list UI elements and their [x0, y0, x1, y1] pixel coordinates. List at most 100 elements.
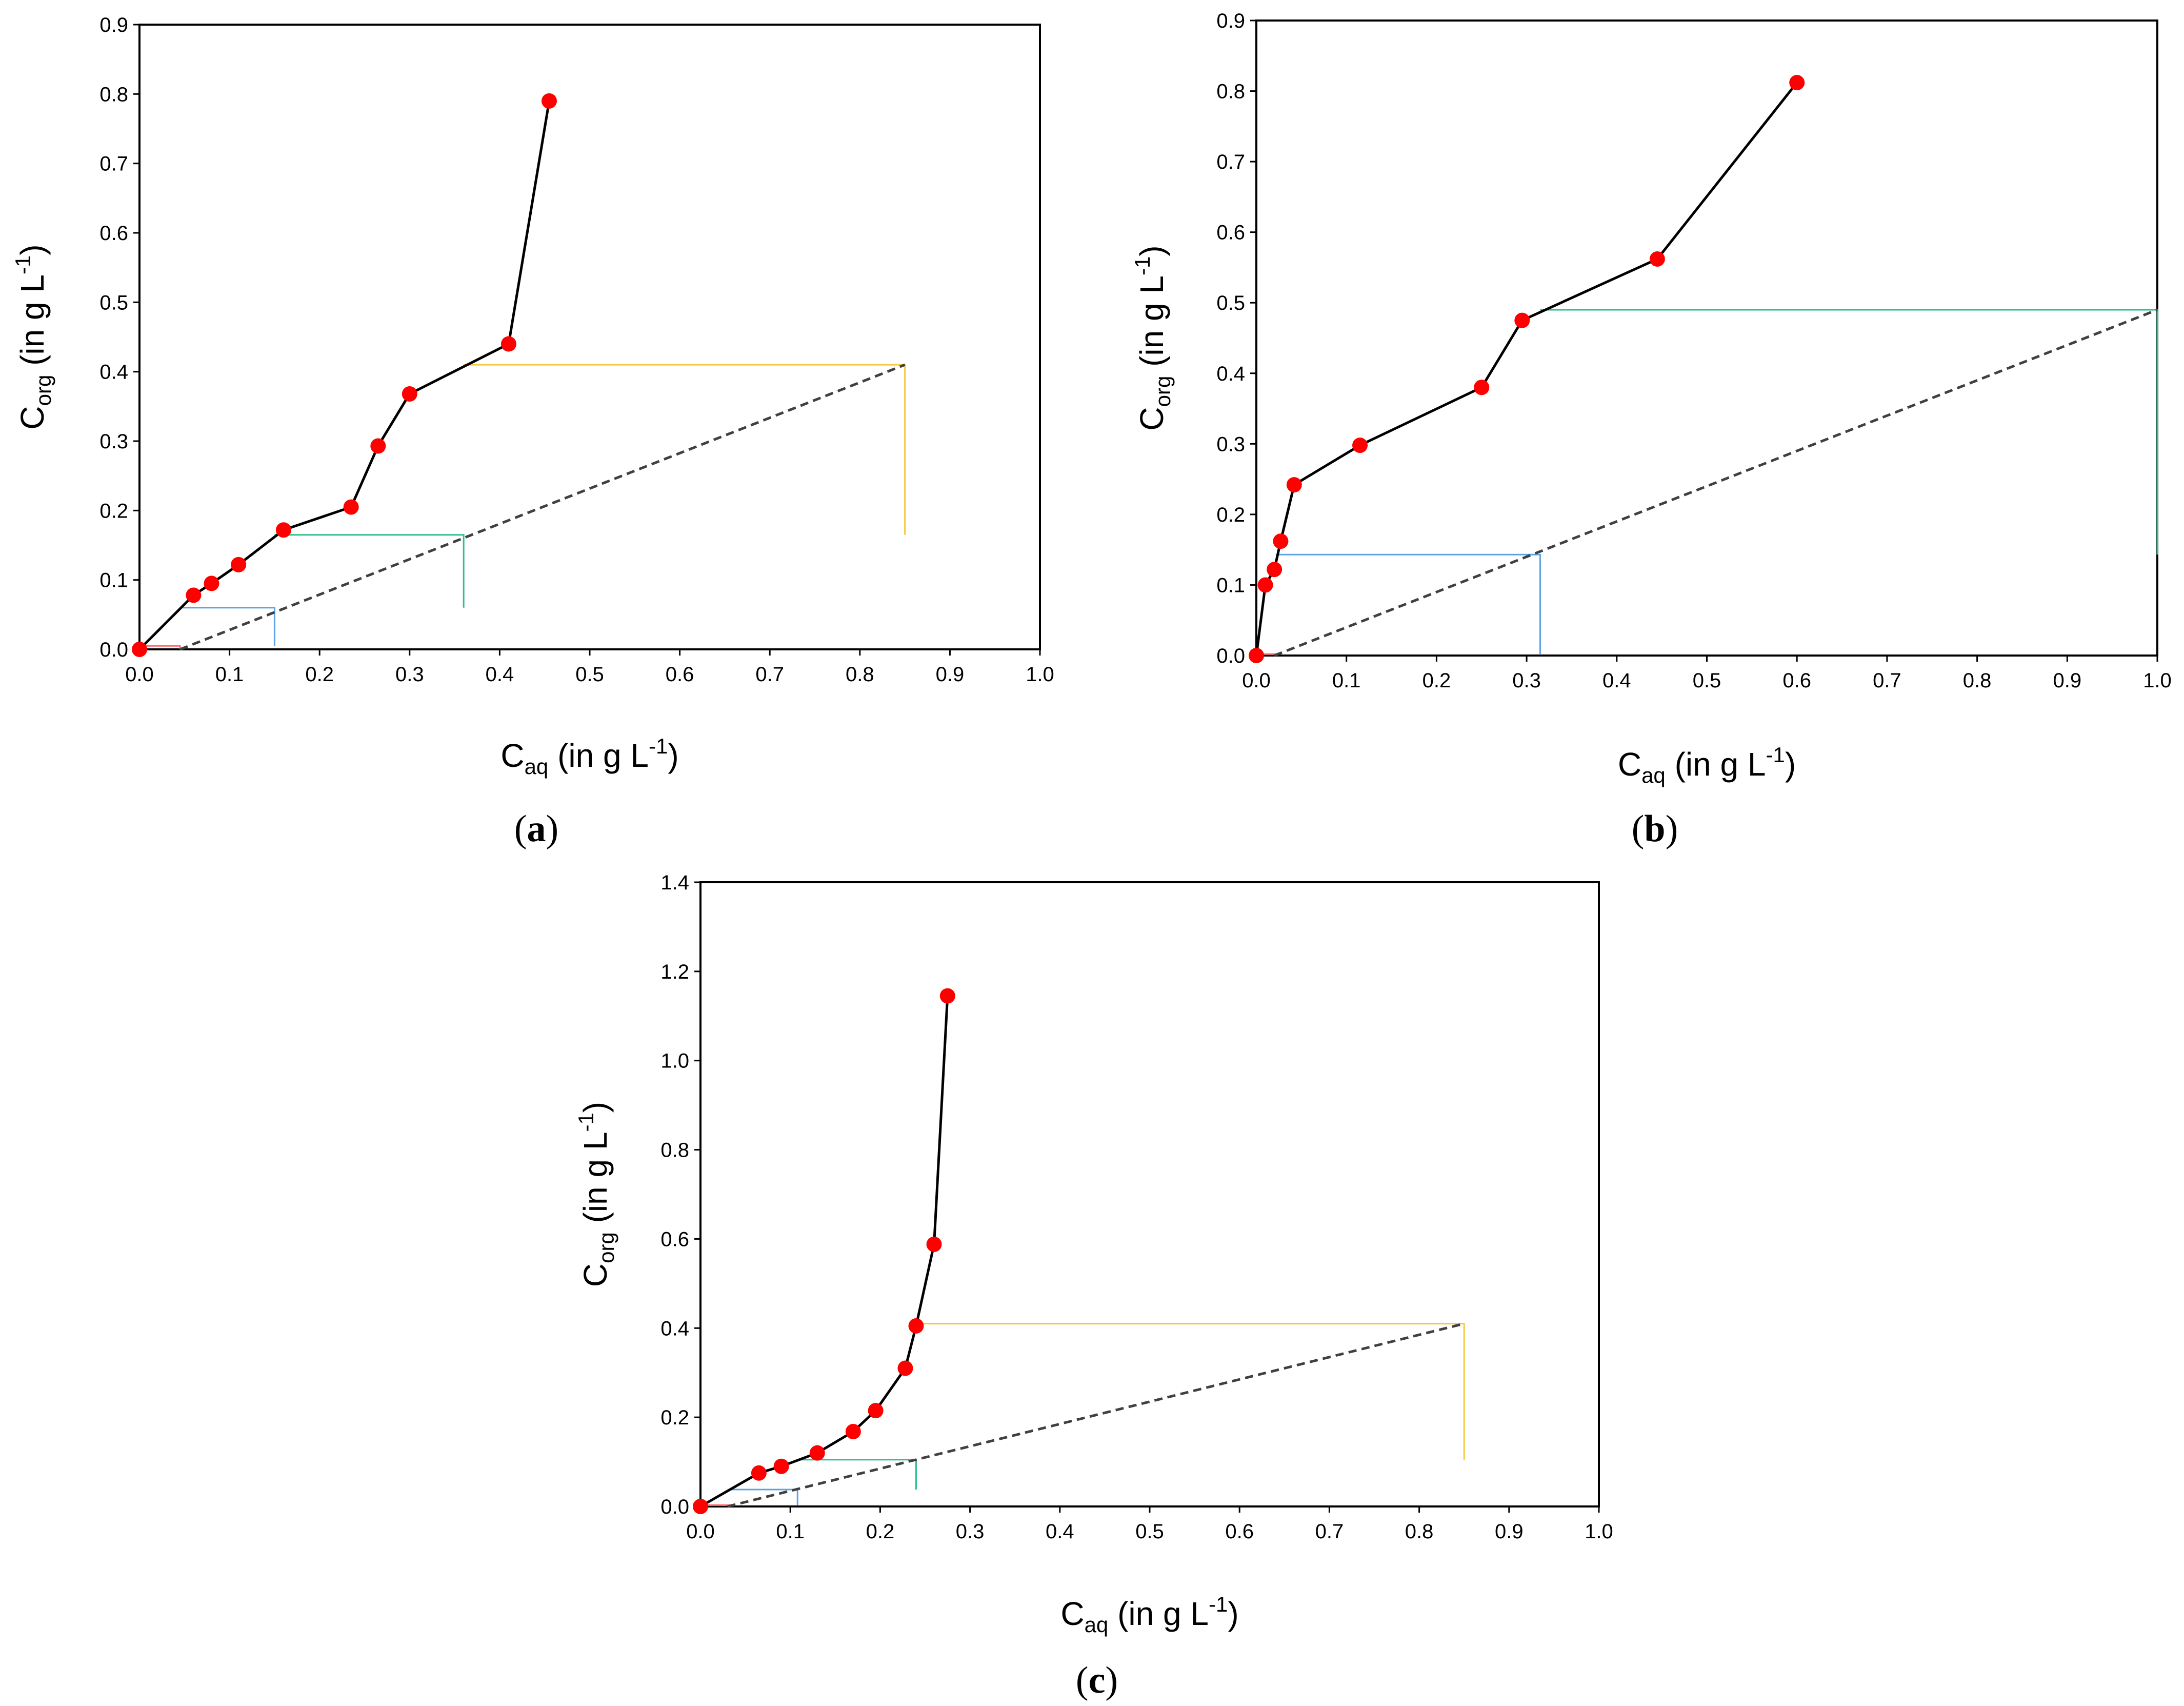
- data-point: [541, 93, 557, 109]
- x-tick-label: 0.6: [1782, 669, 1811, 692]
- x-tick-label: 0.9: [936, 663, 965, 686]
- plot-frame: [1255, 19, 2158, 657]
- y-tick-label: 0.2: [99, 500, 128, 522]
- operating-line: [179, 363, 906, 651]
- y-tick-label: 0.3: [99, 430, 128, 453]
- data-point: [908, 1318, 924, 1334]
- data-point: [1649, 251, 1665, 267]
- x-label-sup: -1: [1766, 743, 1785, 767]
- y-label-sup: -1: [1130, 256, 1154, 275]
- x-axis-label: Caq (in g L-1): [1060, 1592, 1238, 1637]
- caption-close: ): [1105, 1659, 1118, 1701]
- data-point: [693, 1499, 708, 1514]
- panel-caption: (c): [1076, 1659, 1118, 1701]
- x-tick-label: 1.0: [1026, 663, 1054, 686]
- data-point: [897, 1360, 913, 1376]
- y-label-end: ): [1133, 245, 1170, 256]
- data-point: [809, 1445, 825, 1461]
- x-tick-label: 0.9: [1495, 1520, 1524, 1543]
- y-tick-label: 0.2: [1216, 504, 1245, 526]
- x-tick-label: 0.5: [1693, 669, 1721, 692]
- x-tick-label: 0.0: [125, 663, 154, 686]
- y-tick-label: 0.6: [660, 1228, 689, 1251]
- y-tick-label: 0.6: [1216, 222, 1245, 244]
- data-point: [370, 438, 386, 454]
- x-label-sub: aq: [525, 755, 549, 779]
- caption-open: (: [514, 808, 527, 850]
- y-tick-label: 0.5: [99, 291, 128, 314]
- stage-step: [183, 607, 275, 646]
- y-tick-label: 0.1: [1216, 574, 1245, 597]
- stage-step: [274, 534, 465, 608]
- x-axis-label: Caq (in g L-1): [1618, 743, 1796, 787]
- caption-close: ): [1666, 808, 1678, 850]
- x-label-sup: -1: [1209, 1592, 1228, 1616]
- x-label-main: C: [500, 737, 524, 774]
- y-label-text: (in g L: [14, 274, 51, 375]
- x-tick-label: 0.8: [1963, 669, 1992, 692]
- data-point: [868, 1403, 884, 1419]
- y-label-sub: org: [31, 375, 55, 406]
- data-point: [1474, 380, 1490, 395]
- x-tick-label: 0.3: [1512, 669, 1541, 692]
- y-axis-label: Corg (in g L-1): [574, 1102, 618, 1287]
- y-label-main: C: [577, 1263, 614, 1287]
- x-tick-label: 0.8: [1405, 1520, 1434, 1543]
- x-tick-label: 0.7: [755, 663, 784, 686]
- data-point: [845, 1423, 861, 1439]
- x-tick-label: 0.3: [956, 1520, 985, 1543]
- x-label-text: (in g L: [1666, 746, 1766, 783]
- y-label-sub: org: [594, 1232, 618, 1263]
- data-point: [939, 988, 955, 1004]
- y-tick-label: 0.5: [1216, 292, 1245, 314]
- data-point: [231, 557, 247, 572]
- x-tick-label: 0.3: [395, 663, 424, 686]
- y-label-end: ): [14, 244, 51, 255]
- y-tick-label: 0.0: [660, 1496, 689, 1518]
- data-point: [773, 1458, 789, 1474]
- y-tick-label: 0.3: [1216, 433, 1245, 455]
- data-point: [1514, 312, 1530, 328]
- caption-open: (: [1076, 1659, 1089, 1701]
- stage-step: [916, 1323, 1465, 1460]
- equilibrium-line: [699, 996, 949, 1508]
- data-point: [926, 1236, 942, 1252]
- caption-letter: c: [1089, 1659, 1106, 1701]
- y-label-sub: org: [1151, 376, 1175, 407]
- equilibrium-line: [138, 101, 551, 650]
- y-tick-label: 0.9: [99, 14, 128, 36]
- caption-letter: b: [1644, 808, 1665, 850]
- x-tick-label: 0.4: [1602, 669, 1631, 692]
- data-point: [186, 587, 202, 603]
- x-label-end: ): [1785, 746, 1796, 783]
- y-axis-label: Corg (in g L-1): [11, 244, 55, 429]
- y-tick-label: 0.8: [1216, 81, 1245, 103]
- stage-step: [1276, 553, 1541, 654]
- y-label-sup: -1: [574, 1113, 598, 1132]
- caption-open: (: [1632, 808, 1645, 850]
- x-tick-label: 0.4: [1046, 1520, 1074, 1543]
- caption-close: ): [546, 808, 559, 850]
- y-tick-label: 1.4: [660, 871, 689, 894]
- y-tick-label: 0.7: [99, 153, 128, 175]
- x-tick-label: 1.0: [2143, 669, 2172, 692]
- x-tick-label: 0.2: [305, 663, 334, 686]
- x-tick-label: 0.2: [1422, 669, 1451, 692]
- y-axis-label: Corg (in g L-1): [1130, 245, 1175, 430]
- data-point: [343, 499, 359, 515]
- x-label-end: ): [1228, 1595, 1238, 1632]
- x-tick-label: 0.1: [776, 1520, 805, 1543]
- plot-frame: [138, 24, 1041, 650]
- x-tick-label: 0.1: [215, 663, 244, 686]
- y-tick-label: 0.4: [99, 361, 128, 384]
- x-label-sub: aq: [1085, 1613, 1109, 1637]
- y-tick-label: 1.0: [660, 1050, 689, 1073]
- x-tick-label: 0.0: [686, 1520, 715, 1543]
- stage-step: [1540, 309, 2158, 555]
- x-tick-label: 0.6: [1225, 1520, 1254, 1543]
- x-tick-label: 0.8: [846, 663, 874, 686]
- y-label-text: (in g L: [1133, 275, 1170, 376]
- data-point: [1249, 648, 1264, 663]
- data-point: [275, 522, 291, 538]
- chart-b: 0.0 0.1 0.2 0.3 0.4 0.5 0.6 0.7 0.8 0.9 1.0 0.0 0.1 0…: [1130, 10, 2172, 850]
